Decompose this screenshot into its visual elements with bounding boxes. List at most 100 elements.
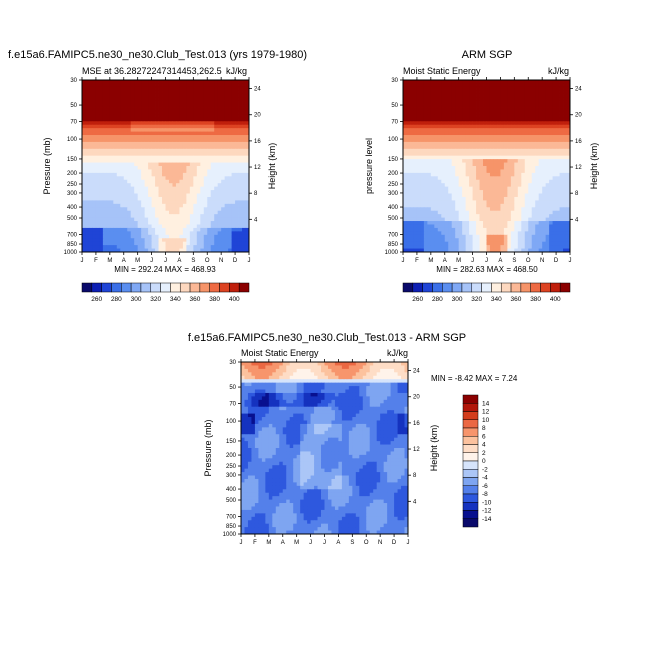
field-cell: [469, 245, 473, 249]
field-cell: [559, 117, 564, 122]
field-cell: [462, 231, 467, 236]
field-cell: [203, 152, 208, 157]
field-cell: [175, 193, 180, 198]
field-cell: [434, 155, 439, 160]
field-cell: [113, 193, 118, 198]
field-cell: [489, 238, 494, 243]
field-cell: [228, 110, 233, 115]
field-cell: [214, 200, 219, 205]
field-cell: [134, 169, 139, 174]
field-cell: [528, 221, 533, 225]
field-cell: [85, 190, 90, 194]
field-cell: [99, 148, 104, 153]
field-cell: [106, 186, 111, 191]
field-cell: [444, 107, 449, 112]
field-cell: [406, 248, 411, 253]
field-cell: [123, 80, 128, 84]
field-cell: [231, 224, 236, 229]
field-cell: [88, 128, 93, 132]
field-cell: [172, 100, 177, 105]
field-cell: [430, 128, 435, 132]
field-cell: [179, 145, 184, 150]
field-cell: [82, 176, 86, 181]
field-cell: [200, 107, 205, 112]
field-cell: [158, 241, 163, 246]
field-cell: [130, 97, 135, 102]
field-cell: [231, 241, 236, 246]
field-cell: [217, 148, 222, 153]
field-cell: [538, 117, 543, 122]
field-cell: [120, 135, 125, 139]
field-cell: [406, 169, 411, 174]
field-cell: [479, 172, 484, 177]
field-cell: [123, 138, 128, 143]
field-cell: [413, 210, 418, 215]
field-cell: [538, 100, 543, 105]
field-cell: [423, 159, 428, 163]
field-cell: [542, 131, 547, 136]
field-cell: [95, 245, 100, 249]
field-cell: [127, 196, 132, 201]
field-cell: [483, 172, 487, 177]
field-cell: [444, 179, 449, 184]
field-cell: [137, 224, 142, 229]
field-cell: [451, 231, 456, 236]
field-cell: [210, 83, 215, 88]
field-cell: [403, 80, 407, 84]
field-cell: [416, 141, 421, 146]
field-cell: [469, 162, 473, 167]
field-cell: [563, 183, 567, 188]
field-cell: [469, 148, 473, 153]
field-cell: [559, 141, 564, 146]
field-cell: [228, 221, 233, 225]
field-cell: [144, 110, 149, 115]
field-cell: [189, 245, 194, 249]
field-cell: [82, 93, 86, 98]
field-cell: [469, 227, 473, 232]
field-cell: [510, 83, 515, 88]
field-cell: [172, 217, 177, 222]
field-cell: [489, 93, 494, 98]
field-cell: [483, 155, 487, 160]
field-cell: [113, 207, 118, 212]
field-cell: [542, 155, 547, 160]
field-cell: [528, 169, 533, 174]
field-cell: [549, 176, 554, 181]
field-cell: [228, 231, 233, 236]
field-cell: [238, 193, 243, 198]
field-cell: [441, 145, 446, 150]
field-cell: [235, 207, 239, 212]
field-cell: [420, 145, 425, 150]
field-cell: [109, 110, 114, 115]
field-cell: [507, 231, 512, 236]
field-cell: [144, 210, 149, 215]
field-cell: [162, 131, 166, 136]
field-cell: [120, 148, 125, 153]
field-cell: [245, 80, 250, 84]
field-cell: [102, 224, 107, 229]
field-cell: [141, 217, 146, 222]
field-cell: [430, 231, 435, 236]
field-cell: [165, 248, 170, 253]
field-cell: [420, 138, 425, 143]
field-cell: [441, 169, 446, 174]
field-cell: [242, 121, 246, 126]
field-cell: [545, 86, 550, 91]
y-right-tick-label: 8: [254, 191, 258, 197]
field-cell: [531, 107, 536, 112]
field-cell: [545, 114, 550, 119]
field-cell: [196, 110, 201, 115]
field-cell: [162, 110, 166, 115]
field-cell: [116, 241, 121, 246]
field-cell: [528, 104, 533, 108]
field-cell: [535, 238, 540, 243]
colorbar-swatch: [179, 282, 191, 293]
field-cell: [476, 104, 480, 108]
field-cell: [489, 90, 494, 95]
field-cell: [210, 152, 215, 157]
field-cell: [465, 214, 470, 218]
field-cell: [465, 131, 470, 136]
field-cell: [85, 200, 90, 205]
field-cell: [476, 162, 480, 167]
field-cell: [102, 227, 107, 232]
